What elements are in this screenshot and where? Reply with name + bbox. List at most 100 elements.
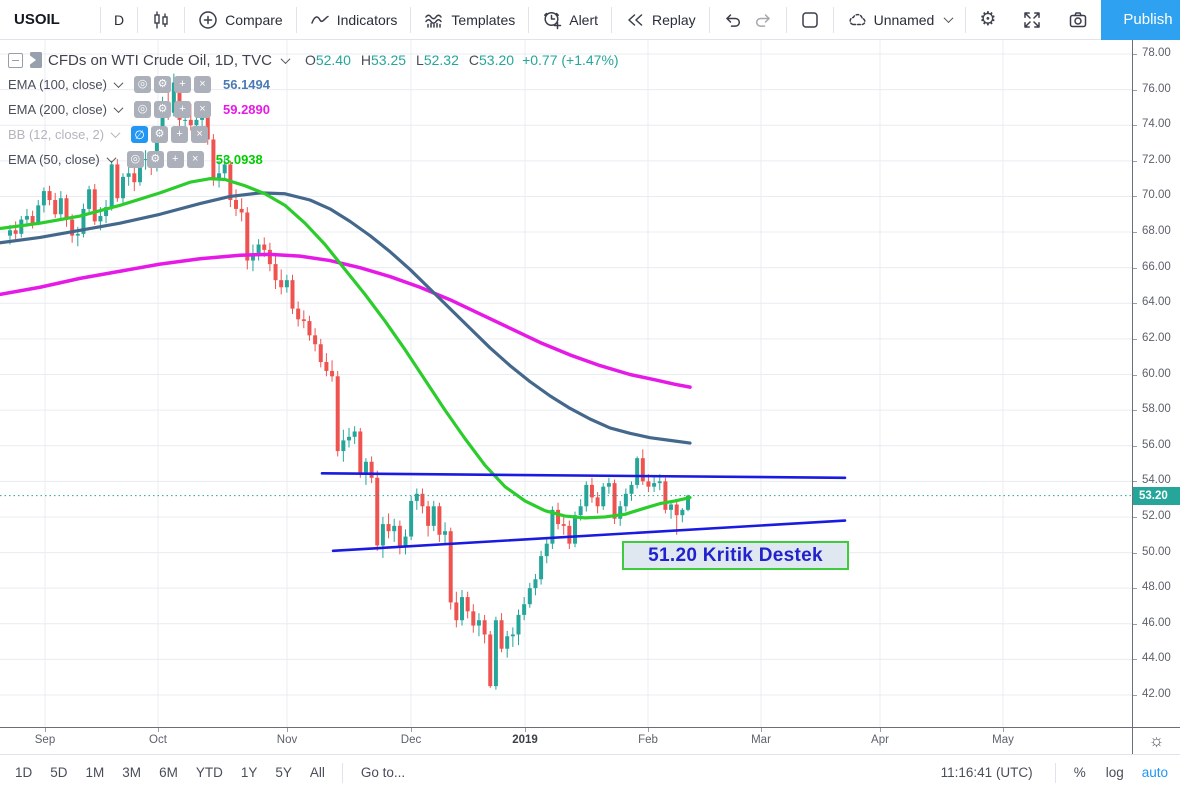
price-tick: 48.00 [1133, 581, 1180, 593]
indicator-label[interactable]: EMA (50, close) [8, 152, 100, 167]
range-1m[interactable]: 1M [85, 765, 105, 780]
screenshot-button[interactable] [1055, 0, 1101, 39]
toolbar-separator [528, 6, 530, 33]
percent-scale-button[interactable]: % [1073, 765, 1086, 780]
price-tick: 64.00 [1133, 296, 1180, 308]
chart-title[interactable]: CFDs on WTI Crude Oil, 1D, TVC [48, 51, 272, 69]
price-tick: 78.00 [1133, 47, 1180, 59]
undo-button[interactable] [710, 0, 748, 39]
chevron-down-icon [110, 128, 121, 139]
price-tick: 44.00 [1133, 652, 1180, 664]
ohlc-values: O52.40 H53.25 L52.32 C53.20 [305, 52, 514, 68]
indicator-row: EMA (50, close) ◎ ⚙ + × 53.0938 [8, 147, 619, 172]
range-buttons: 1D 5D 1M 3M 6M YTD 1Y 5Y All [0, 765, 334, 780]
layout-square-icon [801, 11, 818, 28]
time-axis[interactable]: Sep Oct Nov Dec 2019 Feb Mar Apr May [0, 727, 1180, 754]
time-label: Oct [149, 734, 167, 746]
eye-icon[interactable]: ◎ [134, 101, 151, 118]
range-ytd[interactable]: YTD [195, 765, 223, 780]
range-3m[interactable]: 3M [122, 765, 142, 780]
time-tick [158, 728, 159, 732]
gear-icon[interactable]: ⚙ [154, 76, 171, 93]
toolbar-separator [611, 6, 613, 33]
close-icon[interactable]: × [186, 151, 204, 168]
candlestick-style-icon [154, 11, 168, 28]
gear-icon[interactable]: ⚙ [146, 151, 164, 168]
toolbar-separator [832, 6, 834, 33]
indicators-wave-icon [310, 15, 329, 24]
chart-style-button[interactable] [138, 0, 184, 39]
cloud-save-menu[interactable]: Unnamed [834, 0, 966, 39]
time-tick [45, 728, 46, 732]
indicator-value: 59.2890 [223, 102, 270, 117]
plus-icon[interactable]: + [171, 126, 189, 143]
range-all[interactable]: All [309, 765, 325, 780]
gear-icon[interactable]: ⚙ [151, 126, 169, 143]
log-scale-button[interactable]: log [1105, 765, 1124, 780]
price-tick: 68.00 [1133, 225, 1180, 237]
time-tick [525, 728, 526, 732]
toolbar-separator [137, 6, 139, 33]
interval-button[interactable]: D [114, 11, 125, 28]
compare-button[interactable]: Compare [185, 0, 296, 39]
last-price-label: 53.20 [1133, 486, 1180, 505]
ohlc-item: H53.25 [360, 52, 407, 68]
eye-icon[interactable]: ◎ [126, 151, 144, 168]
provider-logo-icon [30, 52, 42, 68]
publish-button[interactable]: Publish [1101, 0, 1180, 40]
chevron-down-icon [106, 153, 117, 164]
range-1d[interactable]: 1D [15, 765, 33, 780]
alert-button[interactable]: Alert [529, 0, 611, 39]
indicator-rows: EMA (100, close) ◎ ⚙ + × 56.1494 EMA (200, clo… [8, 72, 619, 172]
range-5d[interactable]: 5D [50, 765, 68, 780]
time-tick [411, 728, 412, 732]
close-icon[interactable]: × [194, 101, 211, 118]
price-tick: 70.00 [1133, 189, 1180, 201]
chart-area[interactable]: CFDs on WTI Crude Oil, 1D, TVC O52.40 H53… [0, 40, 1132, 727]
fullscreen-icon [1024, 11, 1041, 28]
close-icon[interactable]: × [194, 76, 211, 93]
indicator-row: BB (12, close, 2) ∅ ⚙ + × [8, 122, 619, 147]
auto-scale-button[interactable]: auto [1141, 765, 1168, 780]
price-tick: 52.00 [1133, 510, 1180, 522]
price-tick: 66.00 [1133, 261, 1180, 273]
replay-button[interactable]: Replay [612, 0, 709, 39]
hidden-icon[interactable]: ∅ [131, 126, 149, 143]
plus-icon[interactable]: + [174, 76, 191, 93]
price-tick: 58.00 [1133, 403, 1180, 415]
price-axis[interactable]: 78.00 76.00 74.00 72.00 70.00 68.00 66.00 64.00… [1132, 40, 1180, 727]
close-icon[interactable]: × [191, 126, 209, 143]
plus-icon[interactable]: + [174, 101, 191, 118]
clock-utc[interactable]: 11:16:41 (UTC) [940, 765, 1033, 780]
gear-icon: ⚙ [979, 9, 997, 30]
indicator-buttons: ◎ ⚙ + × [134, 76, 211, 93]
templates-button[interactable]: Templates [411, 0, 528, 39]
indicator-label[interactable]: EMA (100, close) [8, 77, 107, 92]
indicators-button[interactable]: Indicators [297, 0, 411, 39]
gear-icon[interactable]: ⚙ [154, 101, 171, 118]
indicator-label[interactable]: EMA (200, close) [8, 102, 107, 117]
settings-button[interactable]: ⚙ [966, 0, 1009, 39]
support-annotation[interactable]: 51.20 Kritik Destek [622, 541, 849, 570]
indicator-buttons: ◎ ⚙ + × [126, 151, 204, 168]
toolbar-separator [708, 6, 710, 33]
range-6m[interactable]: 6M [159, 765, 178, 780]
range-5y[interactable]: 5Y [275, 765, 292, 780]
toolbar-separator [410, 6, 412, 33]
theme-sun-icon[interactable]: ☼ [1148, 731, 1165, 750]
goto-date-button[interactable]: Go to... [360, 765, 406, 780]
price-chart-canvas[interactable] [0, 40, 1132, 727]
redo-button[interactable] [748, 0, 786, 39]
eye-icon[interactable]: ◎ [134, 76, 151, 93]
toolbar-separator [295, 6, 297, 33]
price-tick: 72.00 [1133, 154, 1180, 166]
select-layout-button[interactable] [787, 0, 833, 39]
symbol-search-button[interactable]: USOIL [14, 11, 60, 28]
fullscreen-button[interactable] [1009, 0, 1055, 39]
top-toolbar: USOIL D Compare Indicators [0, 0, 1180, 40]
plus-icon[interactable]: + [166, 151, 184, 168]
time-label: Sep [34, 734, 56, 746]
indicator-label[interactable]: BB (12, close, 2) [8, 127, 105, 142]
range-1y[interactable]: 1Y [240, 765, 258, 780]
legend-collapse-icon[interactable] [8, 52, 23, 68]
